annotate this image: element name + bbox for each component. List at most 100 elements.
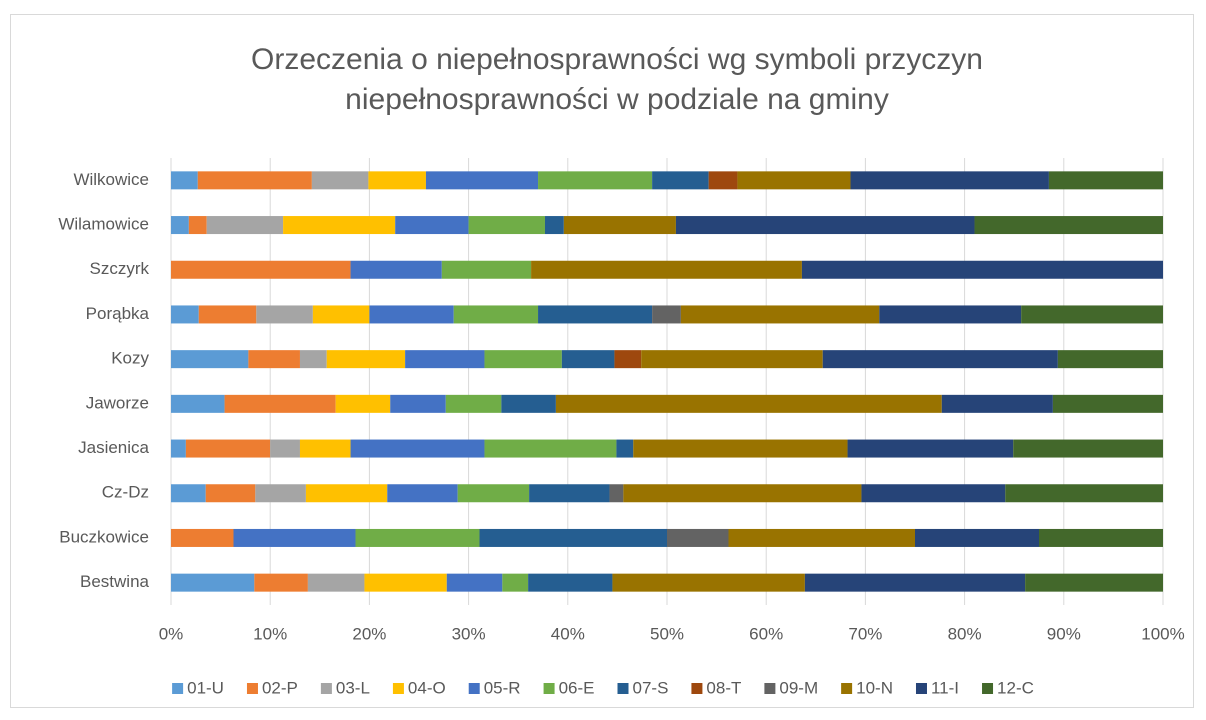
bar-segment <box>350 439 485 458</box>
bar-segment <box>652 305 681 324</box>
bar-segment <box>248 350 300 369</box>
y-tick-label: Porąbka <box>86 304 150 323</box>
x-tick-label: 60% <box>749 624 783 643</box>
bar-segment <box>255 484 306 503</box>
legend-label: 04-O <box>408 678 446 697</box>
bar-segment <box>680 305 880 324</box>
bar-segment <box>1057 350 1163 369</box>
bar-segment <box>305 484 388 503</box>
bar-segment <box>457 484 530 503</box>
bar-segment <box>171 350 249 369</box>
bar-segment <box>1005 484 1163 503</box>
bar-segment <box>728 528 915 547</box>
bar-segment <box>528 573 613 592</box>
bar-segment <box>804 573 1026 592</box>
bar-segment <box>395 216 469 235</box>
bar-segment <box>171 171 198 190</box>
bar-segment <box>612 573 805 592</box>
y-tick-label: Cz-Dz <box>102 483 149 502</box>
legend-swatch <box>764 683 776 694</box>
bar-segment <box>364 573 447 592</box>
bar-segment <box>563 216 676 235</box>
bar-segment <box>675 216 975 235</box>
legend-label: 07-S <box>633 678 669 697</box>
bar-segment <box>390 394 446 413</box>
bar-segment <box>822 350 1058 369</box>
bar-segment <box>616 439 634 458</box>
bar-segment <box>233 528 356 547</box>
y-tick-label: Bestwina <box>80 572 150 591</box>
legend-swatch <box>982 683 994 694</box>
bar-segment <box>270 439 300 458</box>
bar-segment <box>915 528 1039 547</box>
bar-segment <box>197 171 312 190</box>
bar-segment <box>446 573 503 592</box>
y-tick-label: Jasienica <box>78 438 149 457</box>
bar-segment <box>861 484 1006 503</box>
bar-segment <box>1039 528 1163 547</box>
bar-segment <box>641 350 823 369</box>
bar-segment <box>254 573 308 592</box>
bar-segment <box>708 171 738 190</box>
x-tick-label: 40% <box>551 624 585 643</box>
bar-segment <box>847 439 1014 458</box>
bar-segment <box>206 216 284 235</box>
legend-label: 02-P <box>262 678 298 697</box>
legend-swatch <box>915 683 927 694</box>
bar-segment <box>974 216 1163 235</box>
bar-segment <box>538 305 653 324</box>
bar-segment <box>205 484 256 503</box>
bar-segment <box>171 216 189 235</box>
bar-segment <box>1021 305 1163 324</box>
x-tick-label: 50% <box>650 624 684 643</box>
bar-segment <box>850 171 1049 190</box>
bar-segment <box>299 350 327 369</box>
x-tick-label: 30% <box>452 624 486 643</box>
bar-segment <box>171 573 255 592</box>
bar-segment <box>1048 171 1163 190</box>
bar-segment <box>555 394 942 413</box>
bar-segment <box>224 394 336 413</box>
x-tick-label: 90% <box>1047 624 1081 643</box>
y-tick-label: Kozy <box>111 349 149 368</box>
bar-segment <box>171 484 206 503</box>
x-tick-label: 0% <box>159 624 184 643</box>
bar-segment <box>171 528 234 547</box>
x-tick-label: 100% <box>1141 624 1184 643</box>
bar-segment <box>441 260 532 279</box>
y-tick-label: Jaworze <box>86 393 149 412</box>
bar-segment <box>445 394 502 413</box>
bar-segment <box>544 216 564 235</box>
legend-label: 05-R <box>484 678 521 697</box>
legend-label: 11-I <box>931 678 959 697</box>
bar-segment <box>941 394 1053 413</box>
x-tick-label: 70% <box>848 624 882 643</box>
x-tick-label: 80% <box>948 624 982 643</box>
bar-segment <box>501 394 556 413</box>
bar-segment <box>350 260 442 279</box>
bar-segment <box>652 171 709 190</box>
bar-segment <box>369 305 454 324</box>
bar-segment <box>879 305 1022 324</box>
bar-segment <box>405 350 485 369</box>
bar-segment <box>171 260 351 279</box>
x-tick-label: 10% <box>253 624 287 643</box>
bar-segment <box>311 171 369 190</box>
legend-swatch <box>246 683 258 694</box>
chart-frame <box>10 14 1194 708</box>
bar-segment <box>502 573 529 592</box>
legend-label: 06-E <box>559 678 595 697</box>
bar-segment <box>484 350 562 369</box>
bar-segment <box>633 439 848 458</box>
bar-segment <box>312 305 370 324</box>
legend-swatch <box>392 683 404 694</box>
bar-segment <box>198 305 257 324</box>
bar-segment <box>185 439 271 458</box>
legend-swatch <box>468 683 480 694</box>
y-tick-label: Szczyrk <box>90 259 150 278</box>
legend-label: 09-M <box>779 678 818 697</box>
legend-label: 03-L <box>336 678 370 697</box>
bar-segment <box>1025 573 1163 592</box>
bar-segment <box>801 260 1163 279</box>
bar-segment <box>453 305 539 324</box>
